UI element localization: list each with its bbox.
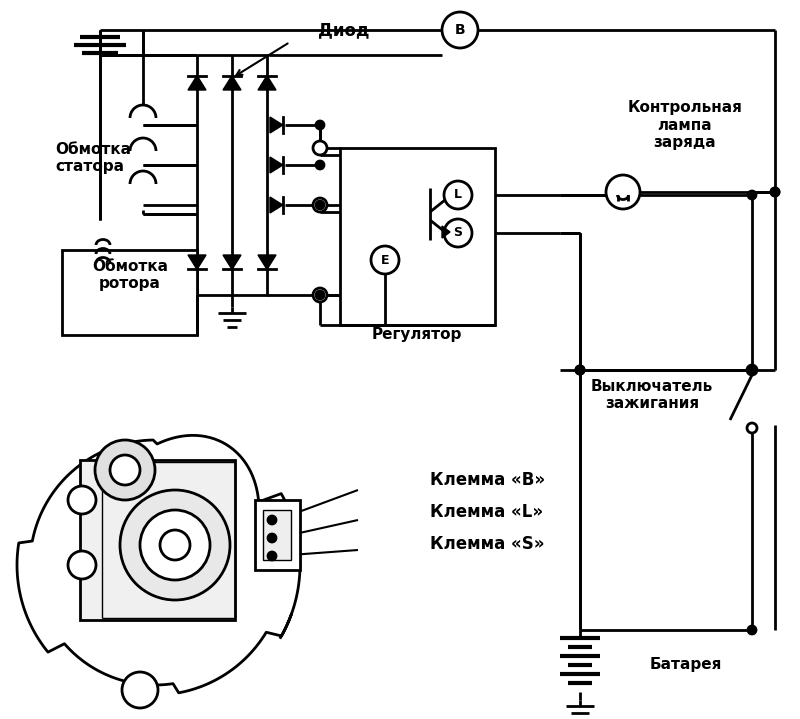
Polygon shape (258, 255, 276, 270)
Text: Клемма «L»: Клемма «L» (430, 503, 543, 521)
Polygon shape (188, 255, 206, 270)
Circle shape (748, 366, 756, 374)
Polygon shape (188, 75, 206, 90)
Text: L: L (454, 188, 462, 201)
Circle shape (576, 366, 584, 374)
Circle shape (160, 530, 190, 560)
Text: S: S (454, 226, 462, 239)
Circle shape (313, 198, 327, 212)
Bar (62, 250, 197, 335)
Circle shape (268, 534, 276, 542)
Bar (80, 460, 235, 620)
Circle shape (316, 291, 324, 299)
Circle shape (313, 288, 327, 302)
Circle shape (268, 516, 276, 524)
Circle shape (747, 365, 757, 375)
Text: B: B (454, 23, 466, 37)
Polygon shape (223, 255, 241, 270)
Circle shape (444, 219, 472, 247)
Text: Контрольная
лампа
заряда: Контрольная лампа заряда (627, 100, 742, 150)
Circle shape (68, 551, 96, 579)
Circle shape (313, 141, 327, 155)
Circle shape (748, 626, 756, 634)
Polygon shape (270, 157, 283, 173)
Polygon shape (258, 75, 276, 90)
Circle shape (140, 510, 210, 580)
Text: Диод: Диод (318, 21, 370, 39)
Polygon shape (270, 117, 283, 133)
Circle shape (748, 191, 756, 199)
Circle shape (771, 188, 779, 196)
Circle shape (95, 440, 155, 500)
Circle shape (576, 366, 584, 374)
Circle shape (110, 455, 140, 485)
Circle shape (122, 672, 158, 708)
Bar (340, 148, 495, 325)
Polygon shape (442, 226, 450, 238)
Circle shape (442, 12, 478, 48)
Bar (255, 500, 300, 570)
Circle shape (576, 366, 584, 374)
Circle shape (771, 188, 779, 196)
Text: E: E (381, 254, 390, 267)
Polygon shape (270, 197, 283, 213)
Text: Клемма «B»: Клемма «B» (430, 471, 545, 489)
Bar (263, 510, 291, 560)
Circle shape (747, 423, 757, 433)
Circle shape (268, 552, 276, 560)
Text: Регулятор: Регулятор (372, 327, 462, 342)
Text: Клемма «S»: Клемма «S» (430, 535, 545, 553)
Text: Обмотка
ротора: Обмотка ротора (92, 259, 168, 291)
Circle shape (606, 175, 640, 209)
Circle shape (316, 121, 324, 129)
Circle shape (444, 181, 472, 209)
Text: Выключатель
зажигания: Выключатель зажигания (591, 379, 713, 411)
Circle shape (316, 201, 324, 209)
Circle shape (68, 486, 96, 514)
Text: Батарея: Батарея (650, 657, 722, 672)
Circle shape (316, 161, 324, 169)
Circle shape (120, 490, 230, 600)
Polygon shape (223, 75, 241, 90)
Circle shape (371, 246, 399, 274)
Text: Обмотка
статора: Обмотка статора (55, 142, 131, 174)
